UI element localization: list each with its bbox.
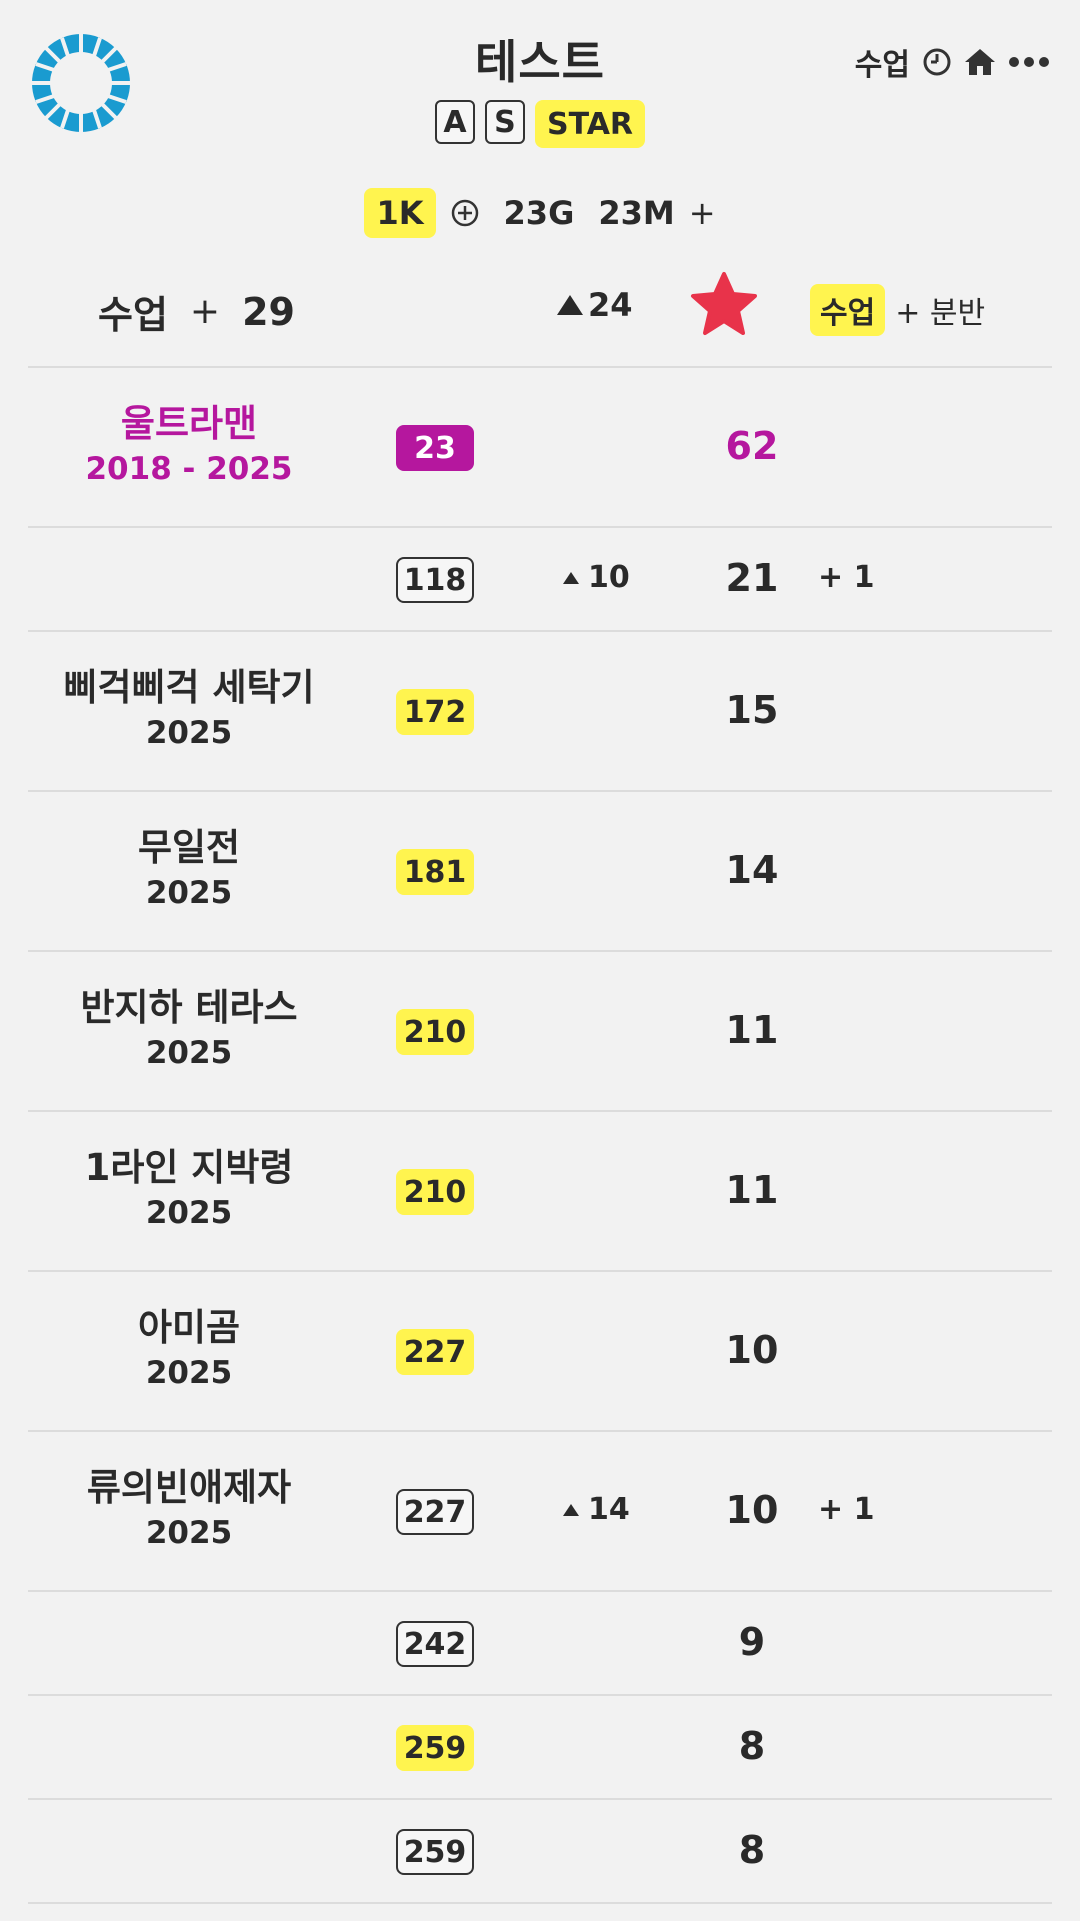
extra-count: + 1 [818, 1492, 875, 1527]
stats-summary: 1K 23G 23M + [0, 188, 1080, 238]
class-toggle[interactable]: 수업 [810, 284, 886, 336]
badge-a[interactable]: A [434, 100, 475, 144]
star-score: 15 [725, 688, 779, 732]
row-title-block: 울트라맨 2018 - 2025 [28, 400, 350, 490]
row-name[interactable]: 삐걱삐걱 세탁기 [63, 666, 315, 709]
row-name[interactable]: 울트라맨 [120, 402, 258, 445]
rank-change: 10 [562, 560, 662, 595]
rank-badge: 210 [396, 1169, 474, 1215]
rank-badge: 210 [396, 1009, 474, 1055]
class-count-value: 29 [242, 289, 295, 334]
plus-circle-icon[interactable] [450, 198, 480, 228]
split-toggle[interactable]: + 분반 [895, 296, 986, 331]
star-score: 9 [738, 1620, 766, 1664]
page-title: 테스트 [475, 35, 605, 89]
star-score: 14 [725, 848, 779, 892]
row-name[interactable]: 무일전 [137, 826, 241, 869]
filter-badges: A S STAR [0, 100, 1080, 148]
rank-change-header: 24 [556, 286, 633, 324]
rank-change-value: 10 [588, 560, 630, 595]
rank-badge: 259 [396, 1829, 474, 1875]
ranking-row[interactable]: 1라인 지박령 2025 210 11 [28, 1110, 1052, 1272]
star-icon[interactable] [690, 271, 758, 341]
ranking-row[interactable]: 삐걱삐걱 세탁기 2025 172 15 [28, 630, 1052, 792]
class-count: 수업 + 29 [98, 284, 295, 339]
badge-s[interactable]: S [484, 100, 525, 144]
star-score: 10 [725, 1328, 779, 1372]
clock-icon[interactable] [922, 47, 952, 77]
row-title-block: 삐걱삐걱 세탁기 2025 [28, 664, 350, 754]
rank-badge: 259 [396, 1725, 474, 1771]
row-year: 2025 [145, 1355, 233, 1391]
triangle-up-icon [563, 1503, 579, 1516]
row-name[interactable]: 1라인 지박령 [84, 1146, 294, 1189]
column-header: 수업 + 29 24 수업 + 분반 [0, 268, 1080, 348]
class-label[interactable]: 수업 [854, 48, 910, 83]
k-count[interactable]: 1K [364, 188, 436, 238]
row-name[interactable]: 반지하 테라스 [80, 986, 298, 1029]
triangle-up-icon [563, 571, 579, 584]
app-logo[interactable] [28, 30, 134, 136]
ring-logo-icon [32, 34, 130, 132]
row-title-block: 무일전 2025 [28, 824, 350, 914]
row-year: 2018 - 2025 [85, 451, 293, 487]
row-name[interactable]: 아미곰 [137, 1306, 241, 1349]
add-button[interactable]: + [688, 194, 716, 232]
g-count: 23G [503, 194, 575, 232]
top-right-nav: 수업 [855, 40, 1050, 84]
extra-count: + 1 [818, 560, 875, 595]
rank-badge: 118 [396, 557, 474, 603]
row-year: 2025 [145, 715, 233, 751]
ranking-row[interactable]: 118 10 21 + 1 [28, 526, 1052, 632]
m-count: 23M [598, 194, 675, 232]
rank-badge: 23 [396, 425, 474, 471]
star-score: 21 [725, 556, 779, 600]
rank-badge: 172 [396, 689, 474, 735]
more-icon[interactable] [1008, 55, 1050, 69]
ranking-row[interactable]: 아미곰 2025 227 10 [28, 1270, 1052, 1432]
ranking-row[interactable]: 울트라맨 2018 - 2025 23 62 [28, 366, 1052, 528]
row-name[interactable]: 류의빈애제자 [86, 1466, 292, 1509]
rank-change-value: 14 [588, 1492, 630, 1527]
row-title-block: 아미곰 2025 [28, 1304, 350, 1394]
rank-badge: 242 [396, 1621, 474, 1667]
star-score: 8 [738, 1724, 766, 1768]
star-score: 8 [738, 1828, 766, 1872]
badge-star[interactable]: STAR [534, 100, 646, 148]
ranking-row[interactable]: 259 8 [28, 1694, 1052, 1800]
row-title-block: 반지하 테라스 2025 [28, 984, 350, 1074]
ranking-row[interactable]: 259 8 [28, 1798, 1052, 1904]
class-count-plus[interactable]: + [189, 291, 221, 332]
class-split-header: 수업 + 분반 [810, 284, 985, 336]
row-year: 2025 [145, 1035, 233, 1071]
class-count-label: 수업 [98, 293, 168, 337]
list-end-divider [28, 1902, 1052, 1904]
rank-change-value: 24 [588, 286, 633, 324]
star-score: 11 [725, 1168, 779, 1212]
ranking-row[interactable]: 무일전 2025 181 14 [28, 790, 1052, 952]
row-year: 2025 [145, 1515, 233, 1551]
star-score: 10 [725, 1488, 779, 1532]
star-score: 11 [725, 1008, 779, 1052]
row-title-block: 1라인 지박령 2025 [28, 1144, 350, 1234]
star-score: 62 [725, 424, 779, 468]
rank-badge: 227 [396, 1489, 474, 1535]
rank-badge: 181 [396, 849, 474, 895]
ranking-row[interactable]: 242 9 [28, 1590, 1052, 1696]
ranking-row[interactable]: 반지하 테라스 2025 210 11 [28, 950, 1052, 1112]
triangle-up-icon [557, 295, 583, 315]
home-icon[interactable] [964, 47, 996, 77]
ranking-row[interactable]: 류의빈애제자 2025 227 14 10 + 1 [28, 1430, 1052, 1592]
rank-change: 14 [562, 1492, 662, 1527]
row-title-block: 류의빈애제자 2025 [28, 1464, 350, 1554]
row-year: 2025 [145, 875, 233, 911]
row-year: 2025 [145, 1195, 233, 1231]
rank-badge: 227 [396, 1329, 474, 1375]
